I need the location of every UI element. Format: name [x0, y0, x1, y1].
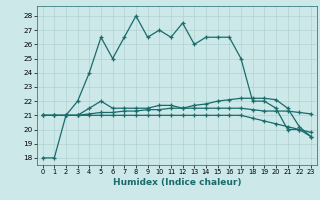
X-axis label: Humidex (Indice chaleur): Humidex (Indice chaleur) [113, 178, 241, 187]
